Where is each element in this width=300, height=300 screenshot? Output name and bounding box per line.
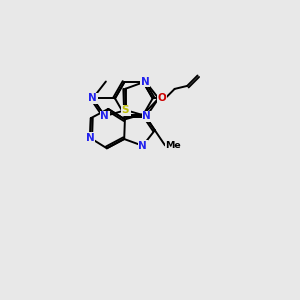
Text: N: N: [142, 111, 151, 121]
Text: N: N: [86, 133, 94, 143]
Text: N: N: [141, 76, 150, 86]
Text: N: N: [138, 141, 147, 151]
Text: N: N: [138, 141, 147, 151]
Text: S: S: [122, 105, 129, 115]
Text: N: N: [88, 93, 97, 103]
Text: N: N: [138, 141, 147, 151]
Text: N: N: [122, 105, 130, 115]
Text: O: O: [158, 93, 167, 103]
Text: Me: Me: [166, 141, 181, 150]
Text: N: N: [100, 111, 109, 121]
